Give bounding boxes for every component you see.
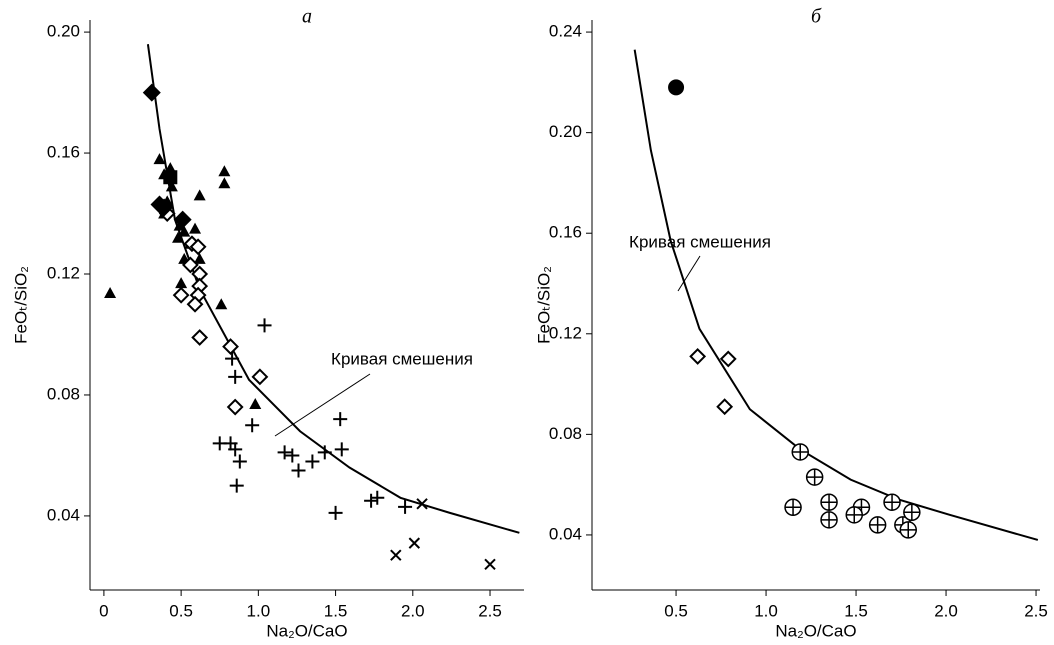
- point-diamond-open: [251, 368, 269, 386]
- point-plus: [398, 499, 413, 514]
- point-diamond-open: [719, 350, 737, 368]
- y-tick-label: 0.08: [47, 384, 80, 403]
- point-diamond-open: [716, 398, 734, 416]
- point-triangle: [172, 231, 185, 243]
- point-circle-plus: [820, 493, 838, 511]
- point-cross: [484, 558, 496, 571]
- point-triangle: [104, 287, 117, 299]
- panel-title: а: [302, 6, 312, 28]
- point-triangle: [218, 165, 231, 177]
- point-diamond-open: [689, 348, 707, 365]
- annotation-leader: [274, 373, 371, 437]
- x-tick-label: 0.5: [169, 601, 193, 620]
- annotation: Кривая смешения: [331, 349, 473, 368]
- point-plus: [285, 448, 300, 463]
- x-tick-label: 1.5: [324, 601, 348, 620]
- point-plus: [364, 493, 379, 508]
- point-circle-plus: [883, 493, 901, 511]
- point-circle-plus: [805, 468, 824, 486]
- y-tick-label: 0.08: [549, 424, 582, 443]
- point-diamond-open: [172, 286, 190, 304]
- y-tick-label: 0.24: [549, 22, 582, 41]
- point-plus: [328, 505, 343, 520]
- point-diamond: [173, 210, 192, 229]
- x-tick-label: 1.0: [247, 601, 271, 620]
- point-cross: [390, 549, 402, 561]
- x-tick-label: 1.5: [844, 601, 868, 620]
- point-plus: [333, 412, 348, 427]
- point-diamond-open: [189, 238, 207, 256]
- point-circle-plus: [820, 511, 838, 529]
- y-tick-label: 0.04: [549, 524, 582, 543]
- point-plus: [228, 442, 243, 457]
- y-tick-label: 0.20: [549, 122, 582, 141]
- x-tick-label: 0.5: [664, 601, 688, 620]
- x-axis-label: Na₂O/CaO: [266, 621, 347, 640]
- y-tick-label: 0.20: [47, 22, 80, 41]
- x-tick-label: 2.0: [934, 601, 958, 620]
- annotation: Кривая смешения: [629, 232, 771, 251]
- point-circle-plus: [903, 503, 921, 521]
- x-tick-label: 0: [99, 601, 108, 620]
- point-plus: [291, 463, 306, 478]
- y-tick-label: 0.04: [47, 505, 80, 524]
- point-circle: [668, 79, 685, 96]
- point-plus: [229, 478, 244, 493]
- point-cross: [416, 498, 428, 510]
- point-cross: [408, 537, 421, 549]
- mixing-curve: [633, 49, 1039, 541]
- point-diamond-open: [181, 256, 199, 274]
- point-circle-plus: [899, 521, 917, 539]
- point-triangle: [165, 180, 178, 192]
- point-triangle: [249, 398, 262, 410]
- x-tick-label: 2.5: [478, 601, 502, 620]
- point-diamond: [142, 83, 161, 102]
- x-tick-label: 1.0: [754, 601, 778, 620]
- point-diamond-open: [226, 398, 244, 416]
- point-triangle: [189, 222, 202, 234]
- point-triangle: [218, 177, 231, 189]
- point-triangle: [193, 189, 206, 201]
- x-tick-label: 2.0: [401, 601, 425, 620]
- point-plus: [277, 445, 292, 460]
- point-plus: [257, 318, 272, 333]
- point-triangle: [178, 225, 191, 237]
- point-plus: [305, 454, 320, 469]
- point-circle-plus: [791, 443, 810, 461]
- x-axis-label: Na₂O/CaO: [775, 621, 856, 640]
- annotation-leader: [677, 255, 701, 292]
- point-circle-plus: [784, 498, 802, 516]
- point-diamond: [155, 198, 174, 217]
- y-tick-label: 0.12: [47, 263, 80, 282]
- x-tick-label: 2.5: [1024, 601, 1048, 620]
- y-axis-label: FeOₜ/SiO₂: [534, 266, 553, 344]
- point-circle-plus: [845, 506, 863, 524]
- point-square: [163, 170, 178, 185]
- point-diamond-open: [222, 338, 239, 355]
- y-tick-label: 0.12: [549, 323, 582, 342]
- point-plus: [317, 445, 332, 460]
- point-plus: [232, 454, 247, 469]
- point-plus: [228, 369, 243, 384]
- point-circle-plus: [868, 516, 887, 534]
- y-tick-label: 0.16: [47, 143, 80, 162]
- point-triangle: [215, 298, 228, 310]
- point-plus: [245, 418, 260, 433]
- point-triangle: [193, 252, 206, 264]
- point-triangle: [153, 153, 166, 165]
- point-diamond-open: [191, 329, 209, 346]
- point-plus: [225, 351, 240, 366]
- point-plus: [370, 490, 385, 505]
- point-diamond-open: [186, 295, 204, 313]
- point-triangle: [175, 277, 188, 289]
- y-axis-label: FeOₜ/SiO₂: [11, 266, 30, 344]
- point-plus: [334, 442, 349, 457]
- y-tick-label: 0.16: [549, 223, 582, 242]
- panel-title: б: [811, 6, 822, 28]
